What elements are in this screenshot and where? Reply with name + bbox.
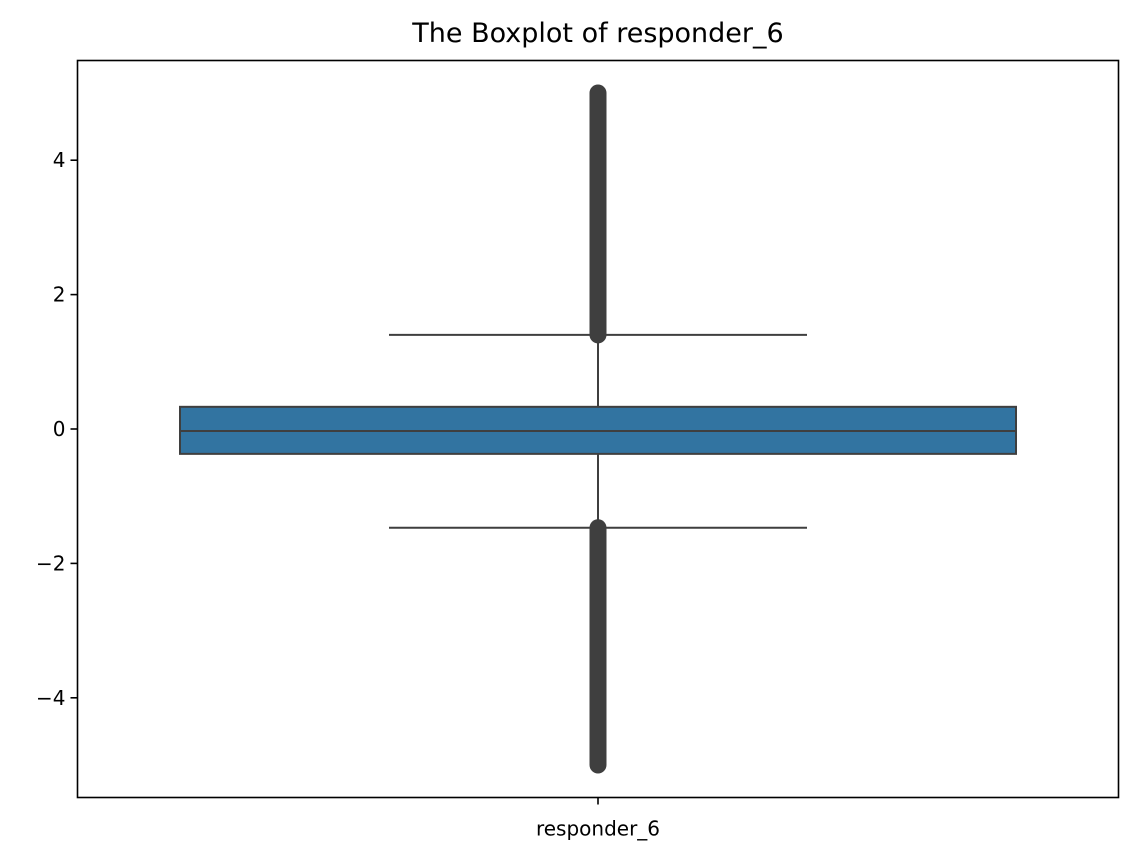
y-tick-label: 4 — [53, 148, 66, 172]
plot-area — [179, 84, 1017, 774]
y-tick-label: −4 — [36, 686, 65, 710]
x-tick-label: responder_6 — [536, 817, 660, 841]
y-axis: −4 −2 0 2 4 — [36, 148, 78, 710]
x-axis: responder_6 — [536, 797, 660, 841]
y-tick-label: −2 — [36, 551, 65, 575]
chart-title: The Boxplot of responder_6 — [411, 18, 783, 49]
y-tick-label: 0 — [53, 417, 66, 441]
y-tick-label: 2 — [53, 283, 66, 307]
